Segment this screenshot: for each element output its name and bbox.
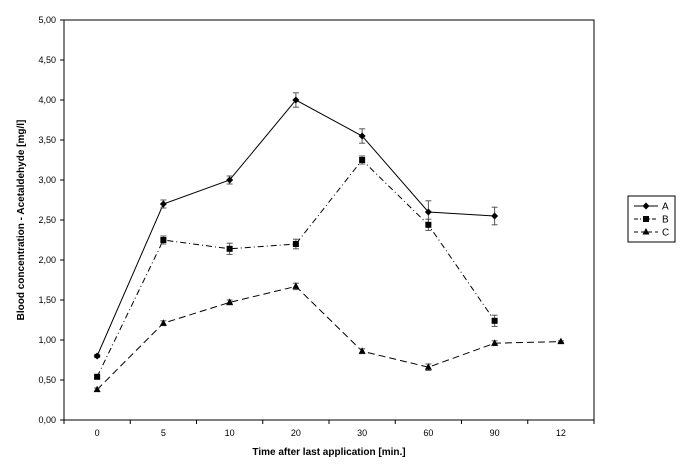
legend-label: C: [662, 228, 669, 239]
x-tick-label: 10: [225, 428, 235, 438]
data-point: [159, 200, 167, 208]
x-axis-label: Time after last application [min.]: [252, 447, 405, 458]
x-tick-label: 20: [291, 428, 301, 438]
data-point: [226, 298, 234, 305]
data-point: [93, 385, 101, 393]
y-tick-label: 1,00: [38, 335, 56, 345]
data-point: [491, 339, 499, 346]
y-tick-label: 2,50: [38, 215, 56, 225]
data-point: [159, 319, 167, 326]
y-tick-label: 4,00: [38, 95, 56, 105]
y-tick-label: 3,50: [38, 135, 56, 145]
data-point: [424, 208, 432, 216]
data-point: [292, 282, 300, 289]
y-tick-label: 0,00: [38, 415, 56, 425]
y-tick-label: 4,50: [38, 55, 56, 65]
y-axis: 0,00 0,50 1,00 1,50 2,00 2,50 3,00 3,50 4,00 4,50…: [38, 15, 64, 425]
data-point: [94, 373, 101, 380]
data-point: [424, 363, 432, 370]
legend-item: C: [634, 228, 669, 239]
data-point: [292, 241, 299, 247]
y-axis-label: Blood concentration - Acetaldehyde [mg/l…: [16, 120, 27, 321]
series-B: [94, 155, 498, 380]
data-point: [358, 347, 366, 354]
y-tick-label: 3,00: [38, 175, 56, 185]
x-tick-label: 5: [161, 428, 166, 438]
data-point: [491, 317, 498, 324]
data-point: [359, 157, 366, 163]
legend-label: B: [662, 215, 669, 226]
x-tick-label: 12: [556, 428, 566, 438]
data-point: [93, 352, 101, 360]
series-line: [96, 285, 561, 390]
data-point: [292, 96, 300, 104]
series-C: [93, 282, 565, 393]
y-tick-label: 1,50: [38, 295, 56, 305]
legend-marker: [643, 216, 649, 222]
legend-label: A: [662, 202, 669, 213]
legend-item: A: [634, 202, 669, 213]
legend-marker: [642, 228, 650, 235]
data-point: [226, 176, 234, 184]
legend-marker: [642, 202, 650, 210]
data-point: [358, 132, 366, 140]
data-point: [160, 237, 167, 243]
series-A: [93, 92, 499, 360]
x-tick-label: 60: [423, 428, 433, 438]
y-tick-label: 2,00: [38, 255, 56, 265]
legend-item: B: [634, 215, 669, 226]
series-layer: [93, 92, 565, 393]
y-tick-label: 0,50: [38, 375, 56, 385]
x-tick-label: 30: [357, 428, 367, 438]
data-point: [491, 212, 499, 220]
data-point: [557, 337, 565, 345]
x-tick-label: 0: [95, 428, 100, 438]
data-point: [425, 221, 432, 228]
plot-area: [63, 19, 595, 421]
x-axis: 0 5 10 20 30 60 90 12: [63, 420, 595, 438]
x-tick-label: 90: [490, 428, 500, 438]
data-point: [226, 245, 233, 252]
legend: ABC: [627, 195, 676, 243]
y-tick-label: 5,00: [38, 15, 56, 25]
